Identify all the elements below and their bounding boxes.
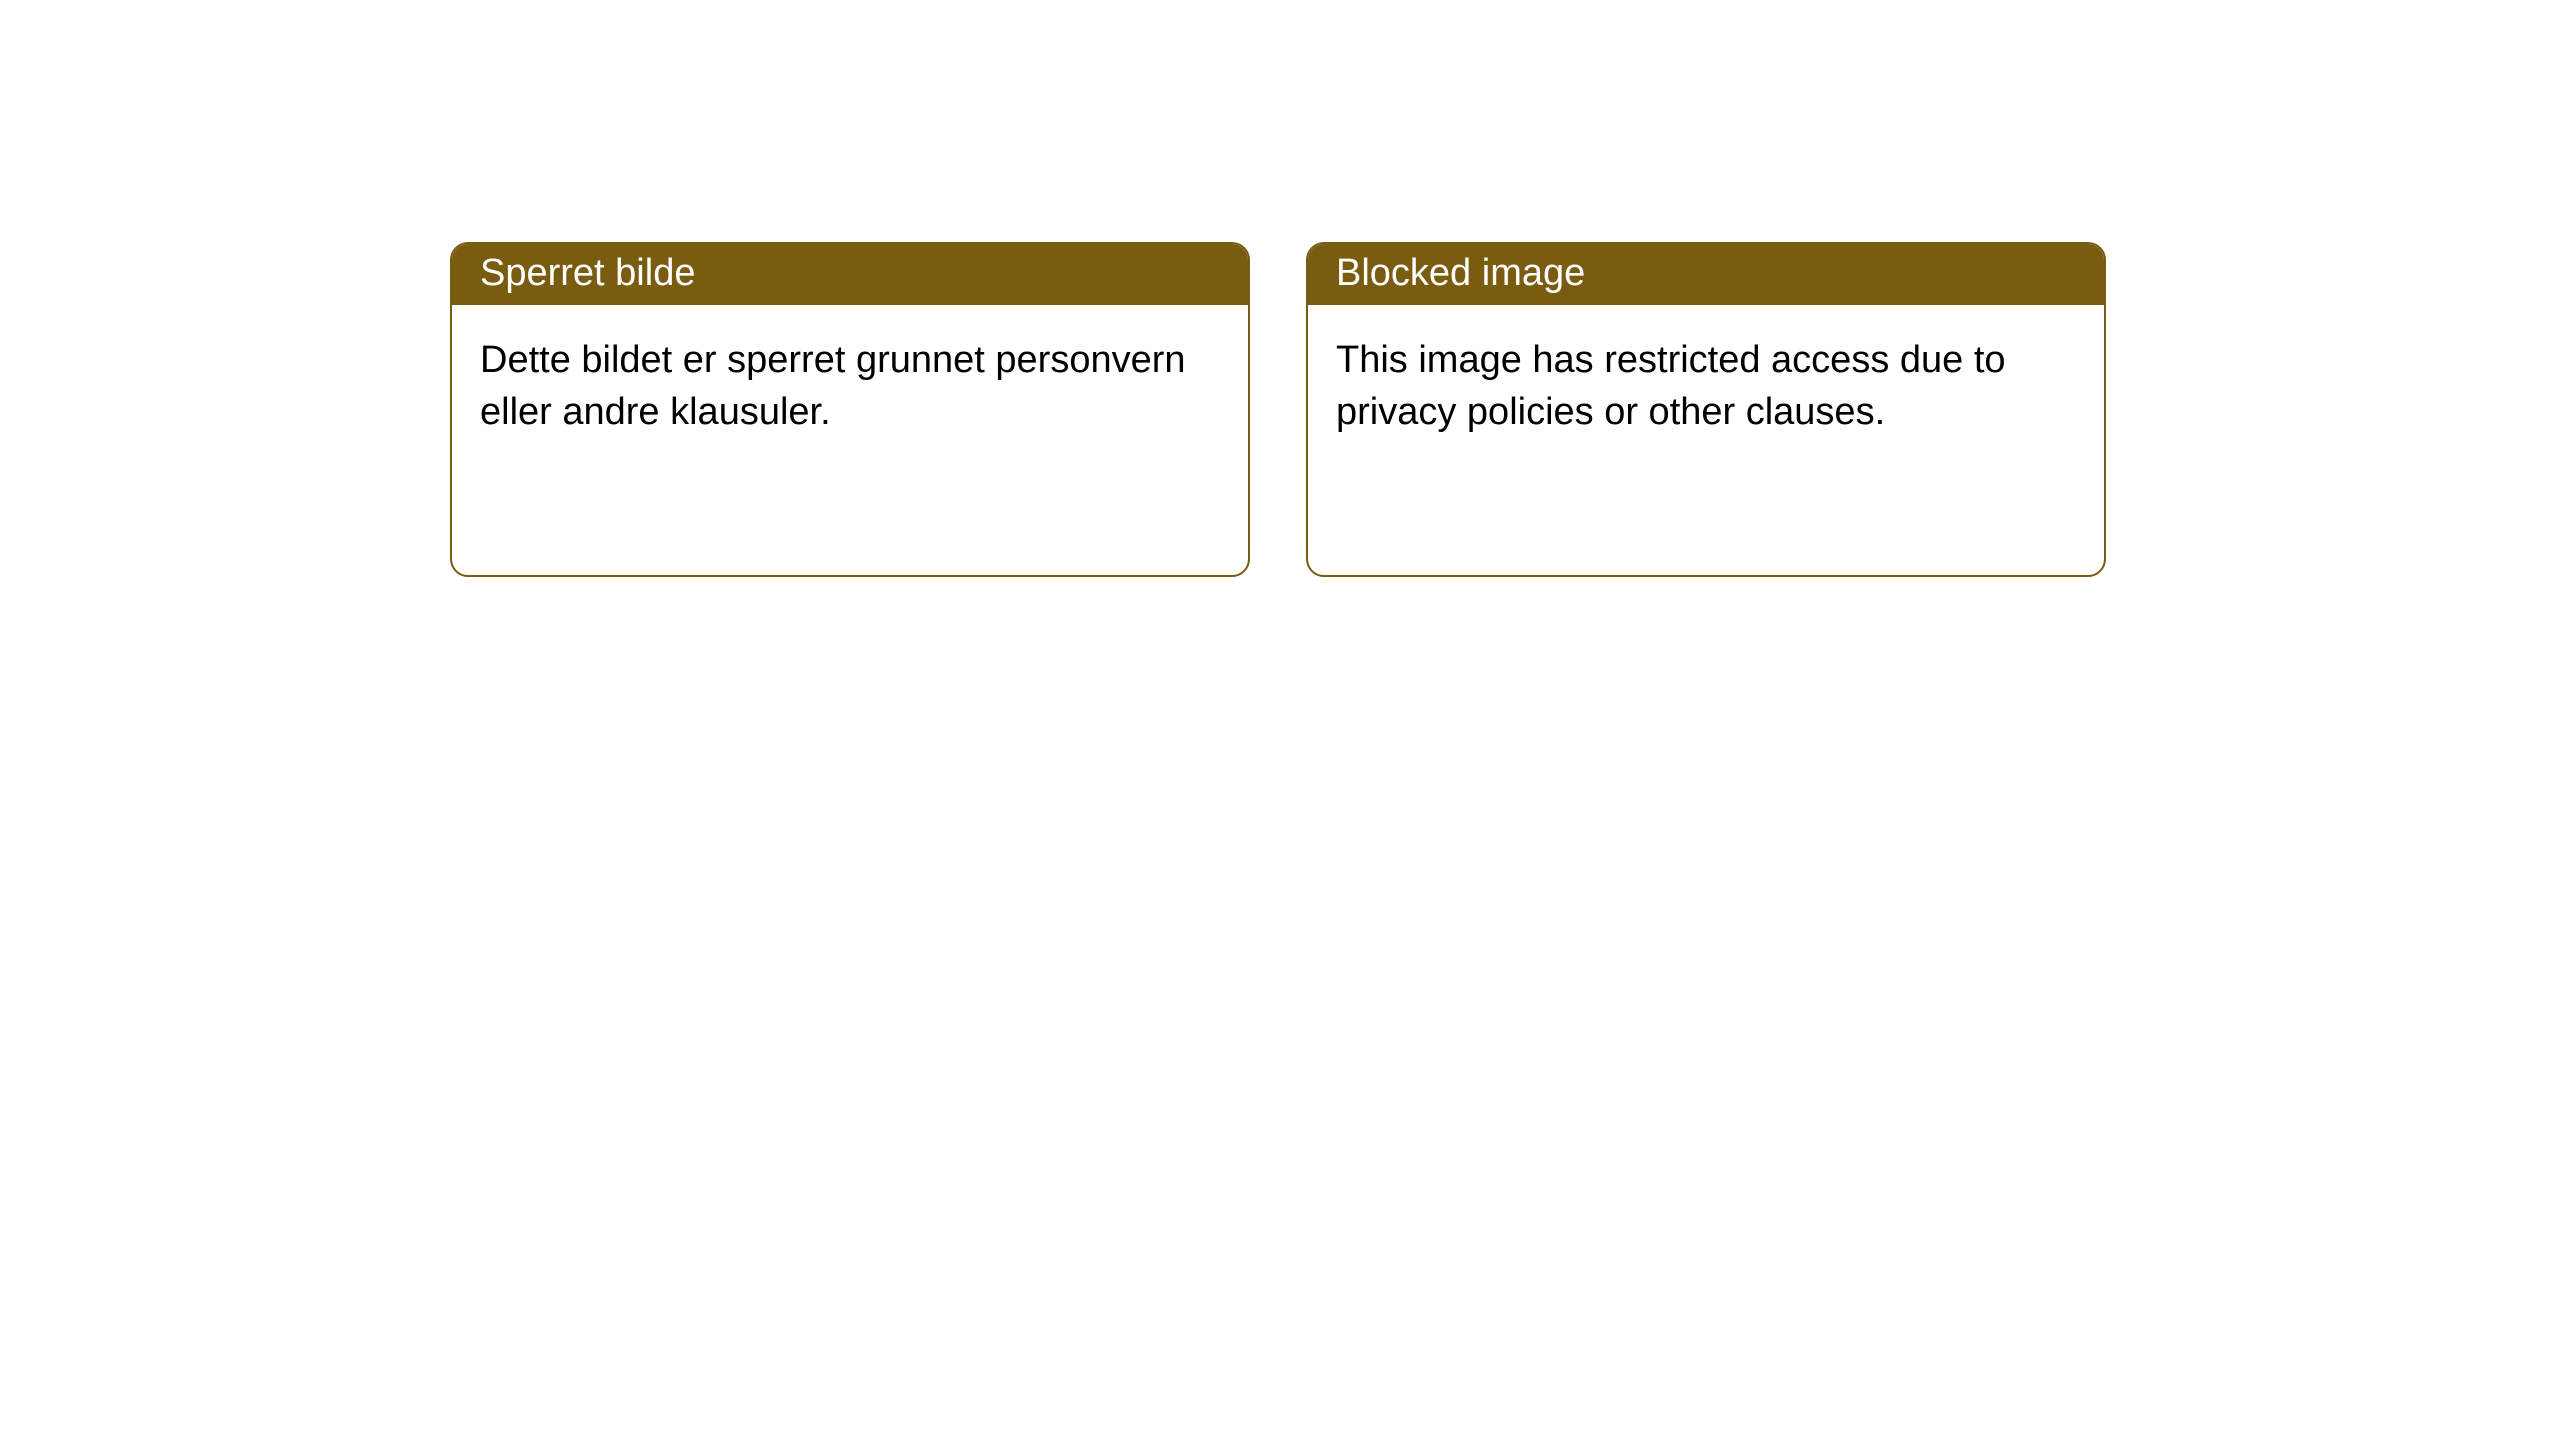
notice-body: This image has restricted access due to … [1308,305,2104,468]
notice-header: Blocked image [1308,244,2104,305]
notice-container: Sperret bilde Dette bildet er sperret gr… [450,242,2106,577]
notice-header: Sperret bilde [452,244,1248,305]
notice-body: Dette bildet er sperret grunnet personve… [452,305,1248,468]
notice-box-norwegian: Sperret bilde Dette bildet er sperret gr… [450,242,1250,577]
notice-box-english: Blocked image This image has restricted … [1306,242,2106,577]
